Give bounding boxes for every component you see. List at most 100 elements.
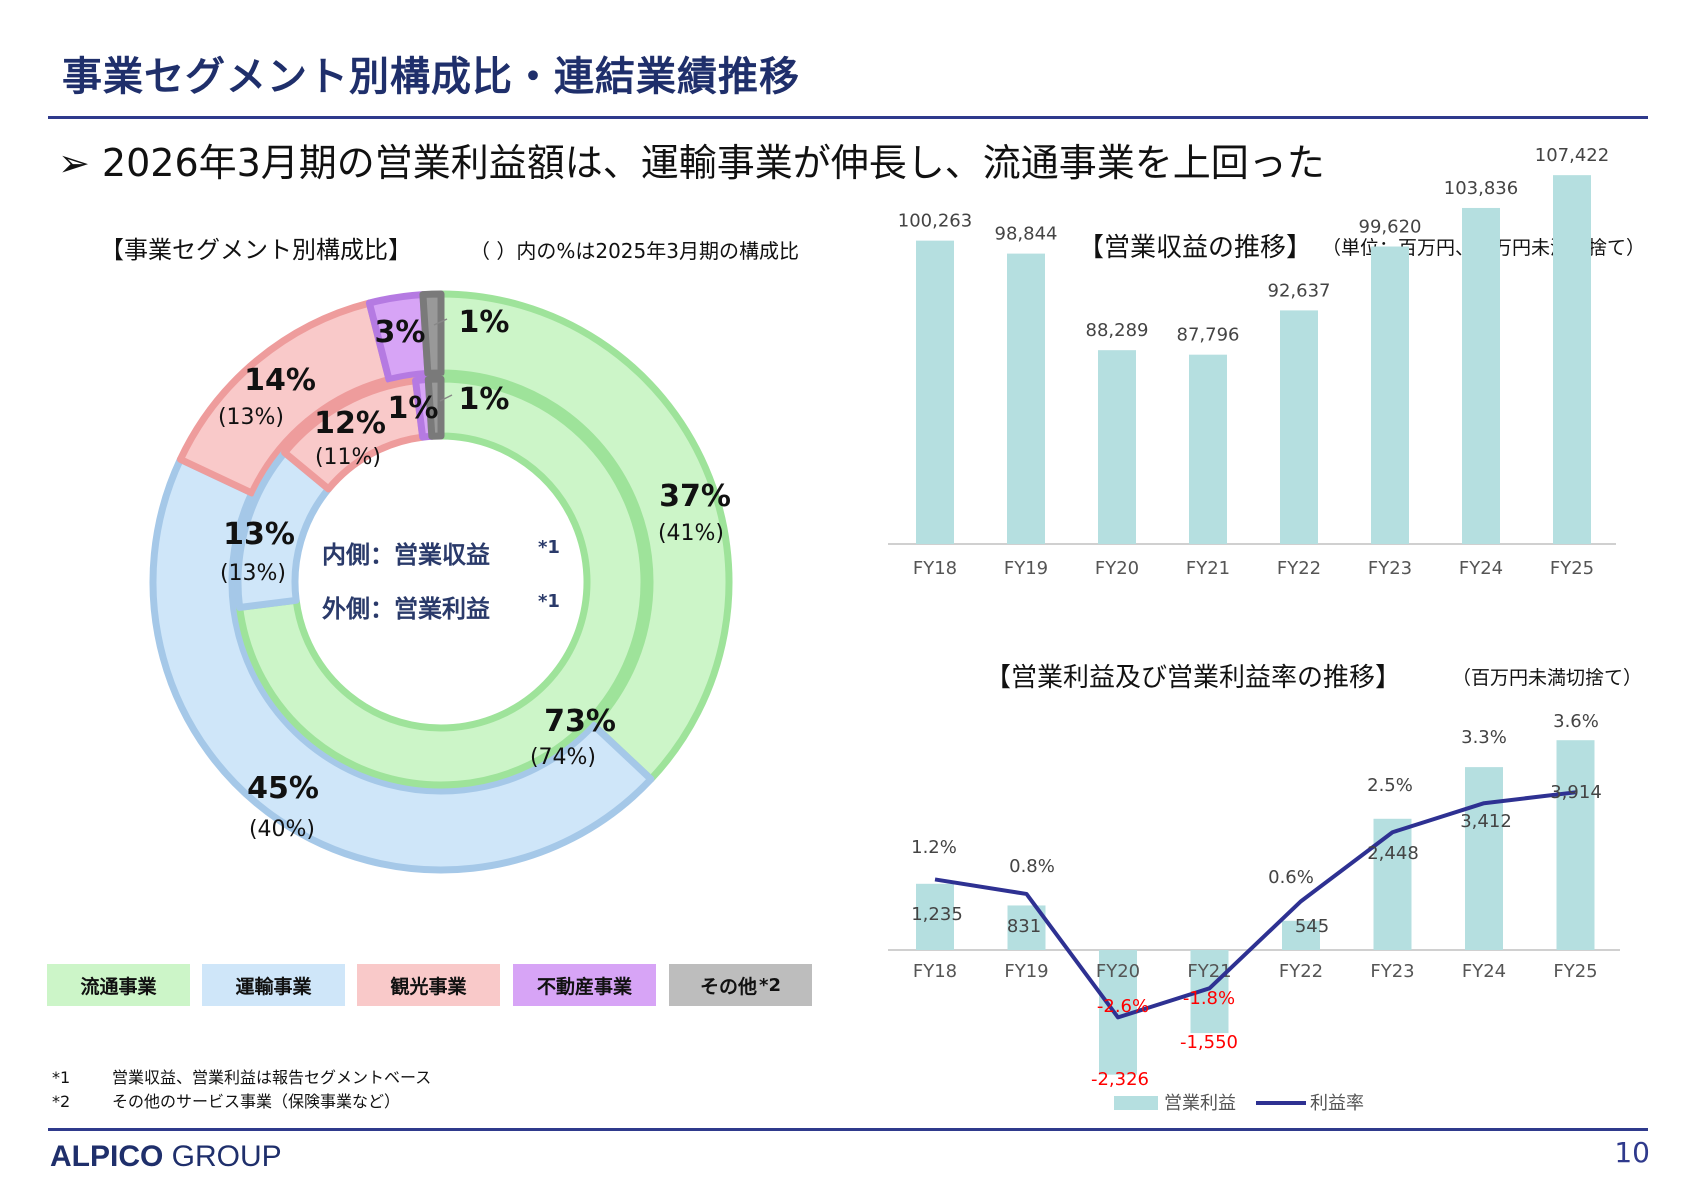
profit-tick-label: FY20 <box>1096 961 1140 982</box>
margin-value-label: 0.8% <box>1009 856 1055 877</box>
center-outer-footnote: *1 <box>538 591 560 612</box>
profit-tick-label: FY19 <box>1004 961 1048 982</box>
footnote-mark: *2 <box>52 1092 71 1111</box>
donut-heading: 【事業セグメント別構成比】 <box>100 236 412 264</box>
revenue-value-label: 103,836 <box>1444 178 1518 199</box>
inner-prev-label: (74%) <box>530 745 596 770</box>
title-divider <box>48 116 1648 119</box>
margin-value-label: 1.2% <box>911 837 957 858</box>
profit-unit: （百万円未満切捨て） <box>1452 667 1642 689</box>
profit-tick-label: FY25 <box>1553 961 1597 982</box>
revenue-bar <box>1371 246 1409 544</box>
footnotes: *1 営業収益、営業利益は報告セグメントベース *2 その他のサービス事業（保険事業な… <box>52 1066 431 1114</box>
revenue-heading: 【営業収益の推移】 <box>1078 233 1312 263</box>
profit-heading: 【営業利益及び営業利益率の推移】 <box>985 663 1401 693</box>
outer-pct-label: 45% <box>247 771 319 806</box>
inner-pct-label: 13% <box>223 517 295 552</box>
revenue-tick-label: FY20 <box>1095 558 1139 579</box>
revenue-tick-label: FY19 <box>1004 558 1048 579</box>
legend-label: 不動産事業 <box>536 975 632 998</box>
center-inner-footnote: *1 <box>538 537 560 558</box>
legend-label: その他 <box>700 975 758 998</box>
margin-value-label: -2.6% <box>1097 996 1149 1017</box>
revenue-value-label: 92,637 <box>1268 280 1331 301</box>
profit-tick-label: FY18 <box>913 961 957 982</box>
legend-item: 流通事業 <box>47 964 190 1006</box>
footnote: *1 営業収益、営業利益は報告セグメントベース <box>52 1066 431 1090</box>
legend-label: 観光事業 <box>390 975 467 998</box>
legend-item: 不動産事業 <box>513 964 656 1006</box>
legend-item: 観光事業 <box>357 964 500 1006</box>
footer-divider <box>48 1128 1648 1131</box>
profit-value-label: 545 <box>1295 916 1329 937</box>
donut-center-labels: 内側：営業収益 *1 外側：営業利益 *1 <box>322 537 560 623</box>
outer-prev-label: (41%) <box>658 521 724 546</box>
profit-tick-label: FY23 <box>1370 961 1414 982</box>
profit-tick-label: FY24 <box>1462 961 1506 982</box>
revenue-value-label: 99,620 <box>1359 217 1422 238</box>
donut-note: （ ）内の%は2025年3月期の構成比 <box>470 239 799 263</box>
legend-bar-swatch <box>1114 1096 1158 1110</box>
revenue-value-label: 88,289 <box>1086 320 1149 341</box>
revenue-tick-label: FY25 <box>1550 558 1594 579</box>
profit-combo-chart: FY18 FY19 FY20 FY21 FY22 FY23 FY24 FY251,235831… <box>888 711 1620 1090</box>
profit-value-label: 3,412 <box>1460 811 1512 832</box>
profit-bar <box>916 883 954 950</box>
company-logo: ALPICO GROUP <box>50 1140 282 1173</box>
inner-prev-label: (11%) <box>315 445 381 470</box>
revenue-bar <box>1098 350 1136 544</box>
profit-value-label: 831 <box>1007 916 1041 937</box>
revenue-bar <box>1462 207 1500 544</box>
inner-pct-label: 1% <box>388 391 439 426</box>
revenue-tick-label: FY18 <box>913 558 957 579</box>
outer-slice-5 <box>419 290 445 377</box>
profit-bar <box>1465 767 1503 950</box>
profit-bar <box>1556 740 1595 950</box>
headline: ➢ 2026年3月期の営業利益額は、運輸事業が伸長し、流通事業を上回った <box>58 141 1325 185</box>
margin-value-label: 3.3% <box>1461 727 1507 748</box>
leader-line <box>439 394 453 402</box>
legend-item: その他 *2 <box>669 964 812 1006</box>
inner-prev-label: (13%) <box>220 561 286 586</box>
profit-bar <box>1282 920 1320 950</box>
profit-bar <box>1373 818 1412 950</box>
legend-label: 流通事業 <box>80 975 157 998</box>
outer-slice-2 <box>149 455 655 874</box>
donut-value-labels: 37%45%14%3% 1%(41%)(40%)(13%)73%13%12% 1% 1… <box>218 305 731 842</box>
margin-value-label: 3.6% <box>1553 711 1599 732</box>
profit-value-label: -2,326 <box>1091 1069 1149 1090</box>
legend-footnote-mark: *2 <box>759 974 781 996</box>
margin-value-label: -1.8% <box>1183 988 1235 1009</box>
page-title: 事業セグメント別構成比・連結業績推移 <box>62 54 800 100</box>
inner-pct-label: 12% <box>314 406 386 441</box>
outer-prev-label: (13%) <box>218 405 284 430</box>
footnote-text: 営業収益、営業利益は報告セグメントベース <box>112 1068 432 1087</box>
legend-line-label: 利益率 <box>1310 1093 1364 1114</box>
revenue-value-label: 107,422 <box>1535 145 1609 166</box>
revenue-tick-label: FY21 <box>1186 558 1230 579</box>
revenue-value-label: 87,796 <box>1177 325 1240 346</box>
center-inner-label: 内側：営業収益 <box>322 541 490 569</box>
revenue-bar-chart: 100,263 FY18 98,844 FY19 88,289 FY20 87,796 FY2… <box>888 145 1616 579</box>
revenue-bar <box>1007 253 1045 544</box>
margin-line <box>934 790 1576 1020</box>
footnote: *2 その他のサービス事業（保険事業など） <box>52 1090 431 1114</box>
inner-slice-5 <box>424 375 445 440</box>
revenue-value-label: 98,844 <box>995 224 1058 245</box>
outer-slice-1 <box>437 290 733 783</box>
legend-label: 運輸事業 <box>235 975 312 998</box>
outer-prev-label: (40%) <box>249 817 315 842</box>
profit-value-label: 1,235 <box>911 904 963 925</box>
outer-pct-label: 14% <box>244 363 316 398</box>
margin-value-label: 2.5% <box>1367 775 1413 796</box>
profit-legend: 営業利益 利益率 <box>1114 1093 1364 1114</box>
revenue-bar <box>1189 354 1227 544</box>
center-outer-label: 外側：営業利益 <box>322 595 490 623</box>
outer-pct-label: 1% <box>459 305 510 340</box>
revenue-bar <box>916 240 954 544</box>
inner-pct-label: 1% <box>459 382 510 417</box>
revenue-tick-label: FY22 <box>1277 558 1321 579</box>
outer-pct-label: 3% <box>375 315 426 350</box>
legend-item: 運輸事業 <box>202 964 345 1006</box>
